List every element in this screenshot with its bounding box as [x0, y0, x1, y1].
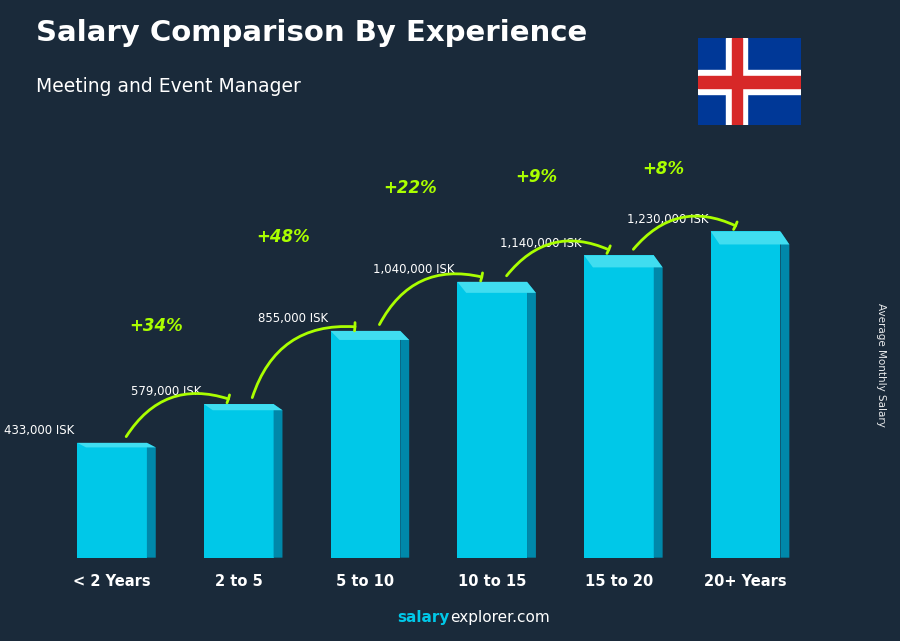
Polygon shape	[780, 231, 789, 558]
Text: 433,000 ISK: 433,000 ISK	[4, 424, 75, 437]
Text: +22%: +22%	[382, 179, 436, 197]
Text: +8%: +8%	[643, 160, 684, 178]
Text: +34%: +34%	[130, 317, 184, 335]
Text: 1,140,000 ISK: 1,140,000 ISK	[500, 237, 581, 249]
Polygon shape	[527, 282, 536, 558]
Bar	[711, 231, 780, 558]
Text: explorer.com: explorer.com	[450, 610, 550, 625]
Polygon shape	[274, 404, 283, 558]
Polygon shape	[711, 231, 789, 244]
Polygon shape	[204, 404, 283, 410]
Bar	[698, 70, 801, 94]
Polygon shape	[457, 282, 536, 293]
Bar	[330, 331, 400, 558]
Text: Average Monthly Salary: Average Monthly Salary	[877, 303, 886, 428]
Text: Meeting and Event Manager: Meeting and Event Manager	[36, 77, 301, 96]
Text: +48%: +48%	[256, 228, 310, 246]
Bar	[584, 255, 653, 558]
Polygon shape	[147, 443, 156, 558]
Polygon shape	[77, 443, 156, 447]
Text: +9%: +9%	[516, 168, 558, 186]
Text: 579,000 ISK: 579,000 ISK	[131, 385, 202, 398]
Text: salary: salary	[398, 610, 450, 625]
Text: 1,230,000 ISK: 1,230,000 ISK	[626, 213, 708, 226]
Bar	[204, 404, 274, 558]
Text: Salary Comparison By Experience: Salary Comparison By Experience	[36, 19, 587, 47]
Text: 855,000 ISK: 855,000 ISK	[258, 312, 328, 325]
Polygon shape	[330, 331, 410, 340]
Bar	[732, 38, 742, 125]
Polygon shape	[400, 331, 410, 558]
Bar	[726, 38, 747, 125]
Bar	[457, 282, 527, 558]
Text: 1,040,000 ISK: 1,040,000 ISK	[374, 263, 454, 276]
Polygon shape	[584, 255, 662, 267]
Bar	[698, 76, 801, 88]
Polygon shape	[653, 255, 662, 558]
Bar	[77, 443, 147, 558]
